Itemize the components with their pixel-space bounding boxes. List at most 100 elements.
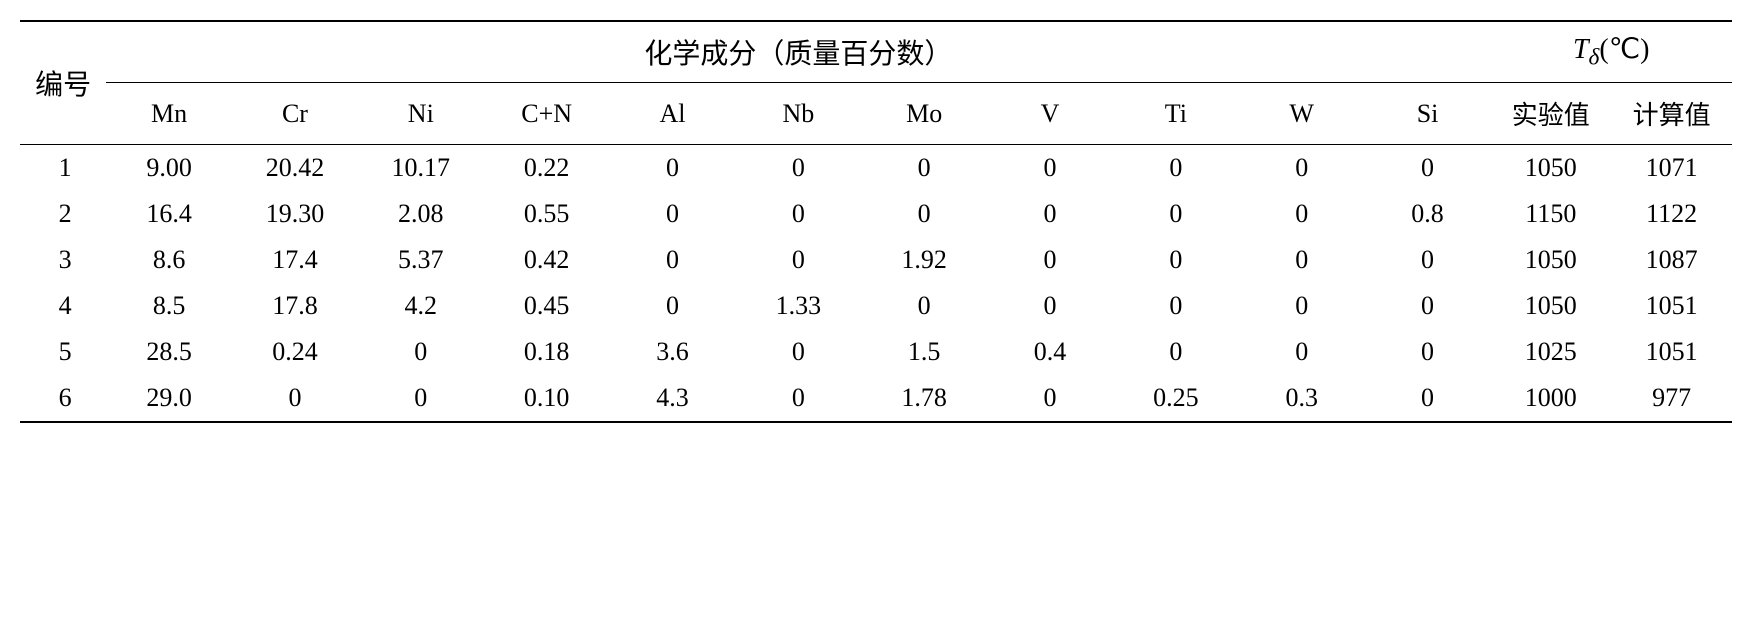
- data-cell: 0: [610, 237, 736, 283]
- row-number-cell: 2: [20, 191, 106, 237]
- data-cell: 0.4: [987, 329, 1113, 375]
- data-cell: 8.6: [106, 237, 232, 283]
- data-cell: 1071: [1611, 145, 1732, 192]
- data-cell: 28.5: [106, 329, 232, 375]
- data-cell: 0.24: [232, 329, 358, 375]
- data-cell: 1.5: [861, 329, 987, 375]
- data-cell: 0: [610, 145, 736, 192]
- data-cell: 0: [735, 145, 861, 192]
- table-row: 528.50.2400.183.601.50.400010251051: [20, 329, 1732, 375]
- data-cell: 1050: [1490, 237, 1611, 283]
- data-cell: 0.8: [1365, 191, 1491, 237]
- data-cell: 0: [1239, 237, 1365, 283]
- data-cell: 0: [1239, 145, 1365, 192]
- row-number-cell: 1: [20, 145, 106, 192]
- data-cell: 0: [987, 145, 1113, 192]
- composition-column-header: Mo: [861, 83, 987, 145]
- row-number-cell: 5: [20, 329, 106, 375]
- composition-column-header: C+N: [484, 83, 610, 145]
- data-cell: 0: [1365, 237, 1491, 283]
- composition-column-header: V: [987, 83, 1113, 145]
- table-row: 216.419.302.080.550000000.811501122: [20, 191, 1732, 237]
- data-cell: 0: [1113, 191, 1239, 237]
- data-cell: 0.10: [484, 375, 610, 422]
- composition-column-header: Al: [610, 83, 736, 145]
- data-cell: 0: [610, 191, 736, 237]
- data-table: 编号 化学成分（质量百分数） Tδ(℃) MnCrNiC+NAlNbMoVTiW…: [20, 20, 1732, 423]
- data-cell: 0.22: [484, 145, 610, 192]
- data-cell: 4.3: [610, 375, 736, 422]
- data-cell: 0: [232, 375, 358, 422]
- data-cell: 0: [1113, 283, 1239, 329]
- data-cell: 1025: [1490, 329, 1611, 375]
- data-cell: 0: [1239, 191, 1365, 237]
- data-cell: 19.30: [232, 191, 358, 237]
- data-cell: 0: [987, 237, 1113, 283]
- data-cell: 9.00: [106, 145, 232, 192]
- table-row: 48.517.84.20.4501.330000010501051: [20, 283, 1732, 329]
- table-row: 19.0020.4210.170.22000000010501071: [20, 145, 1732, 192]
- data-cell: 0: [358, 375, 484, 422]
- data-cell: 0: [735, 191, 861, 237]
- data-cell: 0: [861, 191, 987, 237]
- data-cell: 0: [1239, 329, 1365, 375]
- data-cell: 3.6: [610, 329, 736, 375]
- data-cell: 0: [1113, 145, 1239, 192]
- data-cell: 0: [610, 283, 736, 329]
- data-cell: 0.55: [484, 191, 610, 237]
- data-cell: 0: [735, 237, 861, 283]
- data-cell: 1.78: [861, 375, 987, 422]
- data-cell: 29.0: [106, 375, 232, 422]
- data-cell: 20.42: [232, 145, 358, 192]
- data-cell: 4.2: [358, 283, 484, 329]
- data-cell: 1087: [1611, 237, 1732, 283]
- data-cell: 0: [1113, 329, 1239, 375]
- data-cell: 1150: [1490, 191, 1611, 237]
- data-cell: 1051: [1611, 329, 1732, 375]
- data-cell: 0.3: [1239, 375, 1365, 422]
- data-cell: 10.17: [358, 145, 484, 192]
- data-cell: 0: [1365, 375, 1491, 422]
- data-cell: 1.33: [735, 283, 861, 329]
- data-cell: 17.8: [232, 283, 358, 329]
- data-cell: 0: [358, 329, 484, 375]
- row-number-cell: 6: [20, 375, 106, 422]
- composition-column-header: W: [1239, 83, 1365, 145]
- data-cell: 0: [861, 283, 987, 329]
- row-number-cell: 4: [20, 283, 106, 329]
- composition-column-header: Cr: [232, 83, 358, 145]
- data-cell: 1122: [1611, 191, 1732, 237]
- data-cell: 1000: [1490, 375, 1611, 422]
- data-cell: 1050: [1490, 283, 1611, 329]
- header-row-1: 编号 化学成分（质量百分数） Tδ(℃): [20, 21, 1732, 83]
- data-cell: 0: [1365, 145, 1491, 192]
- temperature-group-header: Tδ(℃): [1490, 21, 1732, 83]
- data-cell: 0: [1365, 283, 1491, 329]
- data-cell: 1051: [1611, 283, 1732, 329]
- table-row: 38.617.45.370.42001.92000010501087: [20, 237, 1732, 283]
- composition-column-header: Mn: [106, 83, 232, 145]
- data-cell: 0.45: [484, 283, 610, 329]
- data-cell: 0: [987, 375, 1113, 422]
- composition-group-header: 化学成分（质量百分数）: [106, 21, 1490, 83]
- data-cell: 0: [861, 145, 987, 192]
- data-cell: 0: [735, 375, 861, 422]
- row-label-header: 编号: [20, 21, 106, 145]
- data-cell: 17.4: [232, 237, 358, 283]
- data-cell: 977: [1611, 375, 1732, 422]
- composition-column-header: Si: [1365, 83, 1491, 145]
- composition-column-header: Ni: [358, 83, 484, 145]
- data-cell: 0.25: [1113, 375, 1239, 422]
- data-cell: 0: [1239, 283, 1365, 329]
- data-cell: 1050: [1490, 145, 1611, 192]
- data-cell: 0: [987, 283, 1113, 329]
- table-body: 19.0020.4210.170.22000000010501071216.41…: [20, 145, 1732, 423]
- data-cell: 2.08: [358, 191, 484, 237]
- data-cell: 8.5: [106, 283, 232, 329]
- header-row-2: MnCrNiC+NAlNbMoVTiWSi实验值计算值: [20, 83, 1732, 145]
- data-cell: 1.92: [861, 237, 987, 283]
- data-cell: 0: [1365, 329, 1491, 375]
- data-cell: 16.4: [106, 191, 232, 237]
- composition-column-header: Nb: [735, 83, 861, 145]
- data-cell: 0.18: [484, 329, 610, 375]
